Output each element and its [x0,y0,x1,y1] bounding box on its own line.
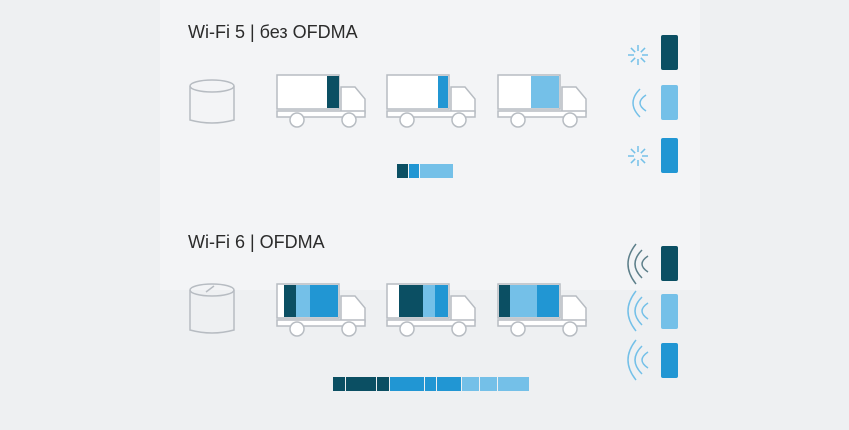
section-title: Wi-Fi 5 | без OFDMA [188,22,358,42]
wait-spark [640,158,646,164]
cargo-block [296,285,310,317]
airtime-segment [462,377,479,391]
airtime-segment [437,377,461,391]
client-device [661,85,678,120]
truck-wheel [451,112,467,128]
airtime-segment [333,377,345,391]
router [189,290,235,334]
client-device [661,35,678,70]
airtime-segment [390,377,424,391]
truck-cab [340,86,366,114]
signal-wave [634,249,643,279]
wait-spark [630,148,636,154]
signal-wave [627,290,637,332]
cargo-block [510,285,537,317]
truck-wheel [451,321,467,337]
cargo-block [537,285,559,317]
signal-wave [641,255,649,273]
cargo-block [284,285,296,317]
router-top [189,283,235,297]
signal-wave [627,243,637,285]
cargo-block [438,76,448,108]
airtime-segment [480,377,497,391]
airtime-segment [420,164,453,178]
cargo-block [399,285,423,317]
wait-spark [640,47,646,53]
cargo-block [310,285,338,317]
truck-cab [561,86,587,114]
airtime-segment [346,377,376,391]
truck-wheel [510,321,526,337]
airtime-segment [397,164,408,178]
truck-wheel [399,112,415,128]
cargo-block [327,76,339,108]
truck-cab [340,295,366,323]
router [189,86,235,124]
truck-wheel [289,321,305,337]
signal-wave [634,345,643,375]
signal-wave [641,351,649,369]
wait-spark [630,57,636,63]
signal-wave [627,339,637,381]
truck-wheel [341,321,357,337]
client-device [661,343,678,378]
truck-cab [561,295,587,323]
signal-wave [632,88,641,118]
signal-wave [634,296,643,326]
wait-spark [640,148,646,154]
cargo-block [423,285,435,317]
panel [160,0,700,290]
airtime-segment [498,377,529,391]
airtime-segment [409,164,419,178]
client-device [661,246,678,281]
router-antenna [205,285,215,293]
airtime-segment [377,377,389,391]
truck-cab [450,295,476,323]
client-device [661,138,678,173]
truck-cab [450,86,476,114]
client-device [661,294,678,329]
signal-wave [641,302,649,320]
router-top [189,79,235,93]
airtime-segment [425,377,436,391]
truck-wheel [289,112,305,128]
wait-spark [640,57,646,63]
cargo-block [435,285,448,317]
truck-wheel [341,112,357,128]
truck-wheel [562,112,578,128]
wait-spark [630,158,636,164]
signal-wave [639,94,647,112]
section-title: Wi-Fi 6 | OFDMA [188,232,325,252]
truck-wheel [562,321,578,337]
wait-spark [630,47,636,53]
truck-wheel [510,112,526,128]
truck-wheel [399,321,415,337]
cargo-block [531,76,559,108]
cargo-block [499,285,510,317]
